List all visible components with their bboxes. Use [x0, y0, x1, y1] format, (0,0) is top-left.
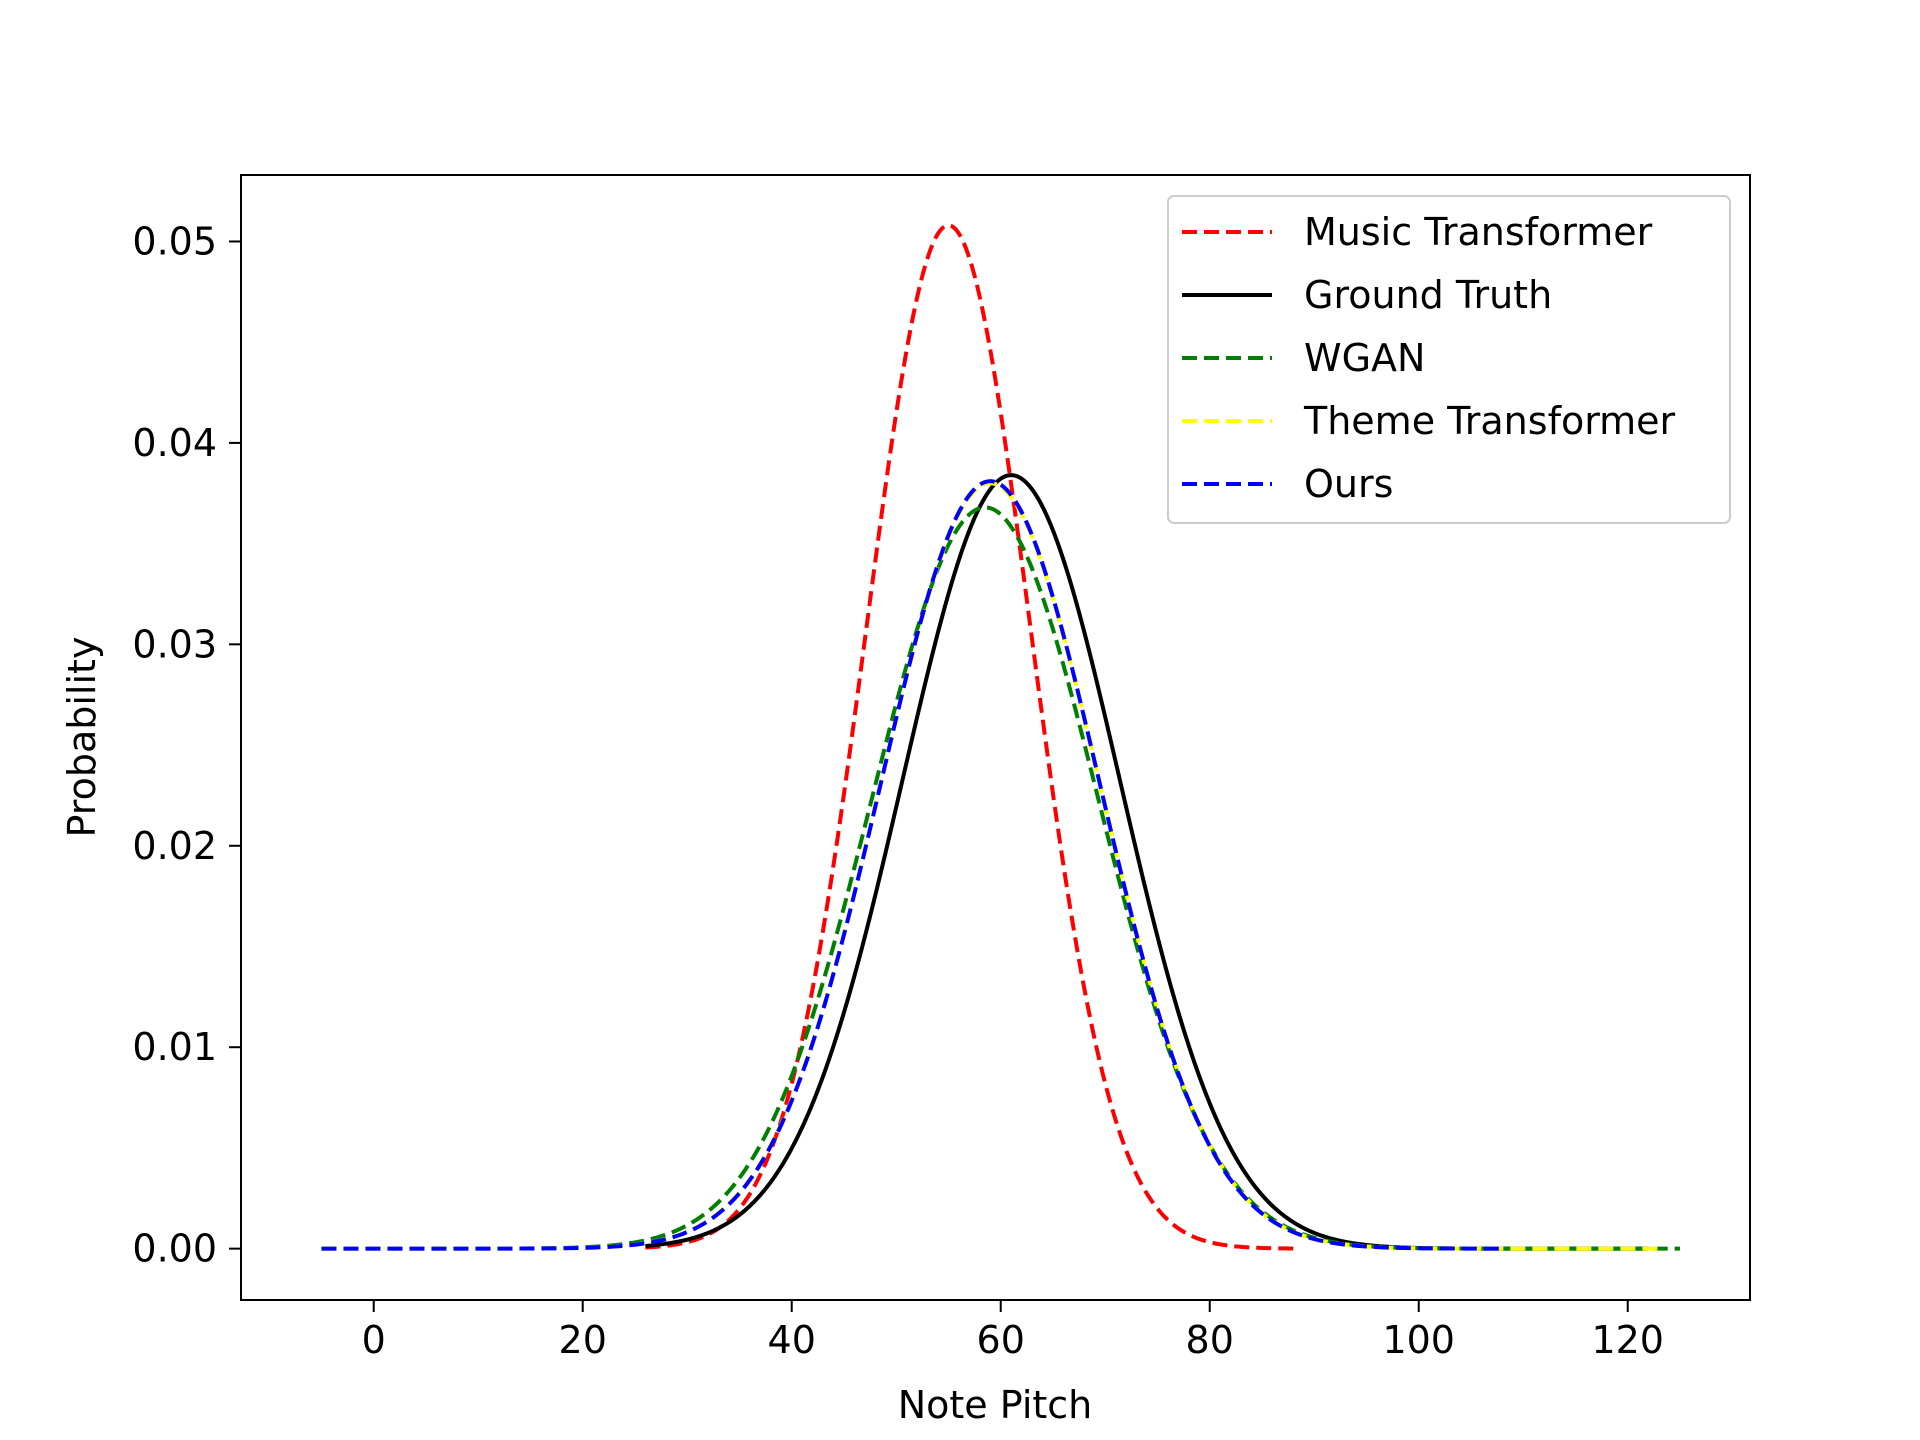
y-tick-label: 0.04	[132, 421, 217, 465]
legend-label: Ours	[1304, 462, 1393, 506]
plot-frame	[240, 174, 1751, 1301]
legend-label: WGAN	[1304, 336, 1425, 380]
x-tick-label: 80	[1186, 1318, 1234, 1362]
x-axis: 0 20 40 60 80 100 120	[362, 1300, 1664, 1362]
series-line-music-transformer	[644, 223, 1295, 1251]
y-tick-label: 0.03	[132, 622, 217, 666]
x-tick-label: 60	[977, 1318, 1025, 1362]
legend: Music Transformer Ground Truth WGAN Theme T…	[1167, 195, 1731, 524]
x-tick-label: 0	[362, 1318, 386, 1362]
y-axis-label: Probability	[60, 637, 104, 838]
y-tick-label: 0.02	[132, 824, 217, 868]
legend-label: Music Transformer	[1304, 210, 1653, 254]
legend-box	[1167, 195, 1731, 524]
series-lines	[321, 223, 1680, 1251]
series-line-ours	[321, 479, 1503, 1251]
x-tick-label: 120	[1591, 1318, 1664, 1362]
y-axis: 0.00 0.01 0.02 0.03 0.04 0.05	[132, 219, 241, 1271]
x-axis-label: Note Pitch	[898, 1383, 1093, 1427]
y-tick-label: 0.00	[132, 1227, 217, 1271]
y-tick-label: 0.01	[132, 1025, 217, 1069]
x-tick-label: 100	[1382, 1318, 1455, 1362]
legend-label: Theme Transformer	[1303, 399, 1676, 443]
legend-label: Ground Truth	[1304, 273, 1552, 317]
y-tick-label: 0.05	[132, 219, 217, 263]
x-tick-label: 40	[768, 1318, 816, 1362]
x-tick-label: 20	[559, 1318, 607, 1362]
